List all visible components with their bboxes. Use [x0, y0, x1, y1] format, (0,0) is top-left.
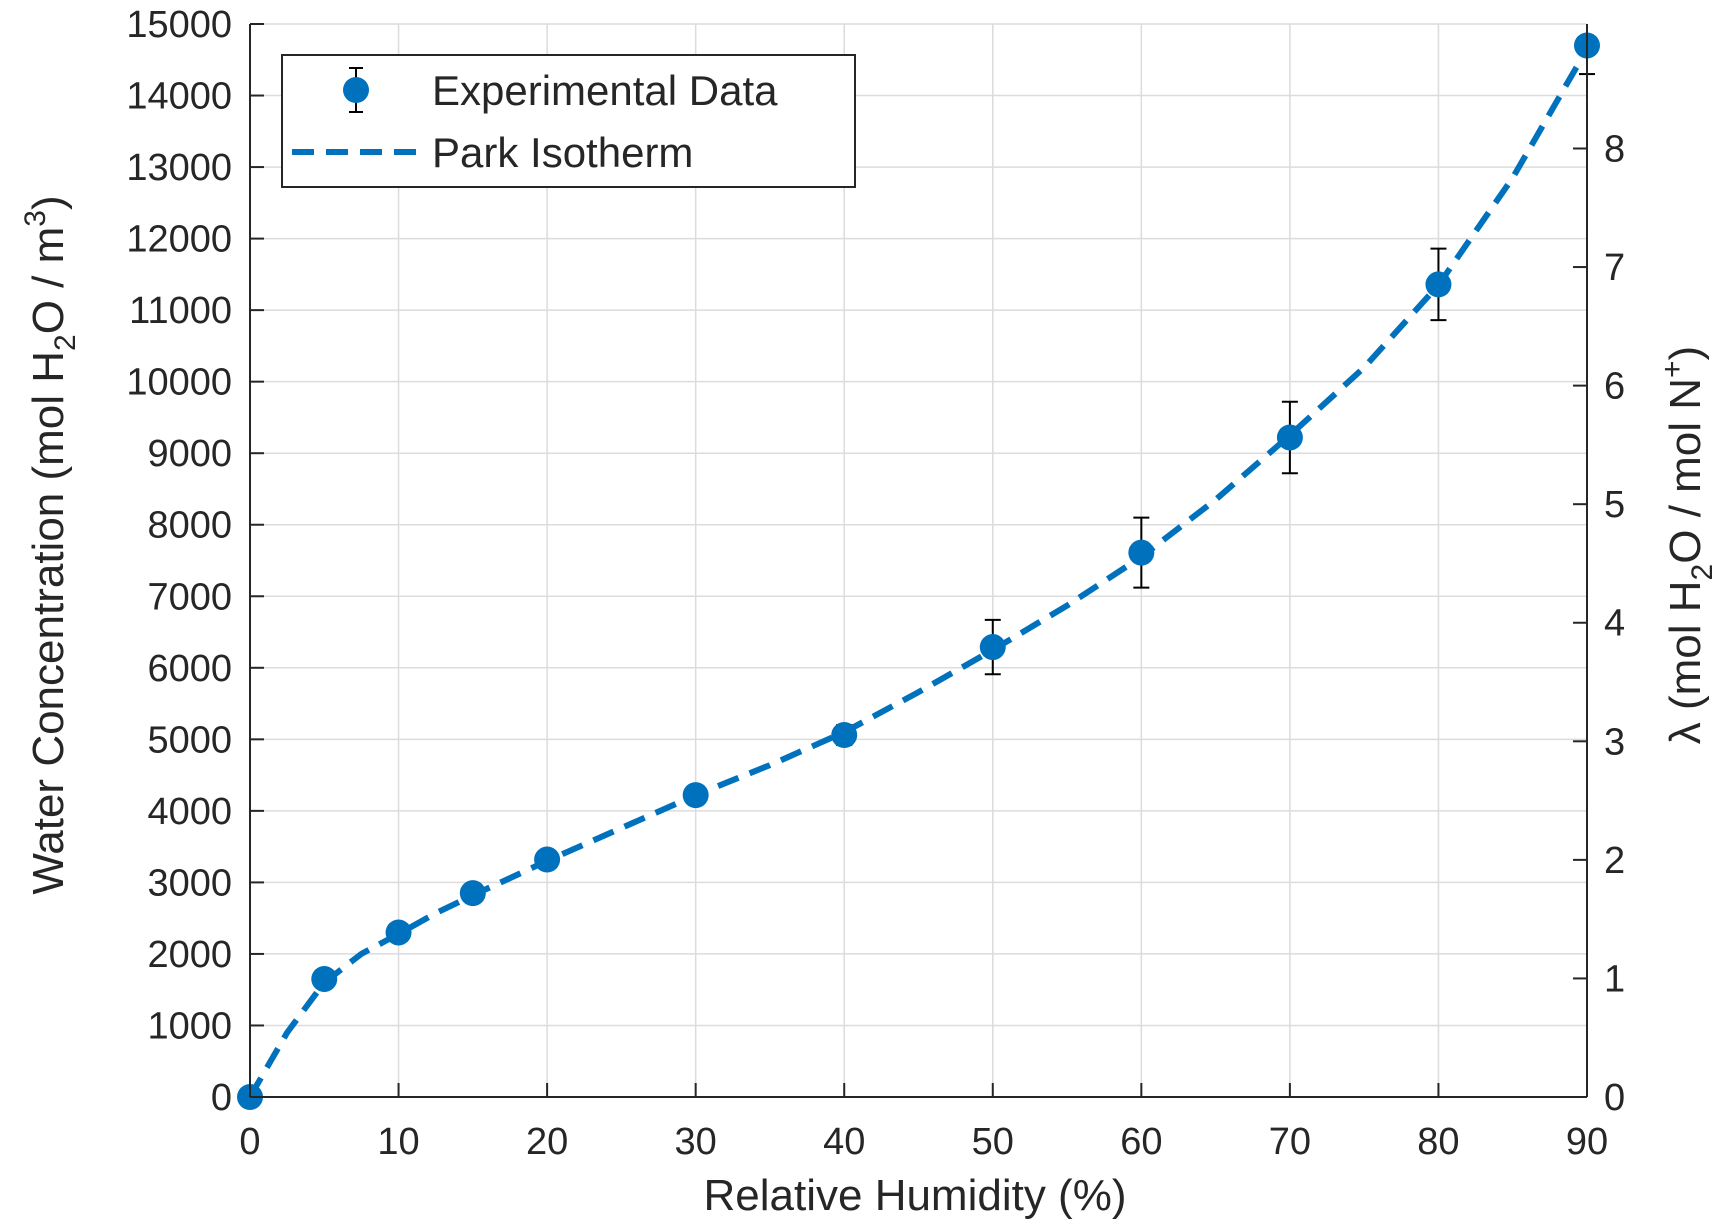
- y2-axis-label: λ (mol H2O / mol N+): [1656, 346, 1719, 744]
- y-axis-label-part: ): [24, 195, 73, 210]
- x-tick-label: 20: [526, 1121, 568, 1163]
- y2-axis-label-subscript: 2: [1686, 564, 1719, 581]
- y2-tick-label: 0: [1604, 1077, 1625, 1119]
- y-tick-label: 6000: [147, 648, 232, 690]
- y-axis-label-superscript: 3: [19, 210, 52, 227]
- x-axis-label: Relative Humidity (%): [704, 1171, 1127, 1220]
- y-tick-label: 14000: [126, 76, 232, 118]
- y-tick-label: 0: [211, 1077, 232, 1119]
- legend-box: [281, 54, 856, 188]
- y-tick-label: 11000: [129, 290, 232, 332]
- data-point: [1425, 271, 1452, 298]
- legend-label-park: Park Isotherm: [432, 129, 693, 176]
- y2-tick-label: 4: [1604, 603, 1625, 645]
- data-point: [459, 880, 486, 907]
- y-tick-label: 4000: [147, 791, 232, 833]
- x-tick-label: 50: [972, 1121, 1014, 1163]
- y-tick-label: 13000: [126, 147, 232, 189]
- data-point: [534, 846, 561, 873]
- y-tick-label: 7000: [147, 576, 232, 618]
- tick-labels: 0 10 20 30 40 50 60 70 80 90010002000300040005000…: [126, 4, 1625, 1163]
- data-point: [1276, 424, 1303, 451]
- y-axis-label-part: Water Concentration (mol H: [24, 351, 73, 895]
- x-tick-label: 10: [377, 1121, 419, 1163]
- y-axis-label-subscript: 2: [49, 334, 82, 351]
- x-tick-label: 40: [823, 1121, 865, 1163]
- y-tick-label: 5000: [147, 719, 232, 761]
- x-tick-label: 0: [239, 1121, 260, 1163]
- y-tick-label: 3000: [147, 862, 232, 904]
- y2-tick-label: 7: [1604, 247, 1625, 289]
- y-tick-label: 15000: [126, 4, 232, 46]
- y-tick-label: 9000: [147, 433, 232, 475]
- y2-tick-label: 6: [1604, 366, 1625, 408]
- data-point: [1128, 539, 1155, 566]
- y-tick-label: 2000: [147, 934, 232, 976]
- data-point: [682, 782, 709, 809]
- x-tick-label: 70: [1269, 1121, 1311, 1163]
- y-axis-label: Water Concentration (mol H2O / m3): [19, 195, 82, 894]
- y-tick-label: 8000: [147, 505, 232, 547]
- y2-axis-label-superscript: +: [1656, 360, 1689, 378]
- data-point: [831, 722, 858, 749]
- x-tick-label: 80: [1417, 1121, 1459, 1163]
- legend-marker-experimental: [343, 67, 369, 113]
- plot-area: [237, 32, 1600, 1110]
- y2-axis-label-part: λ (mol H: [1661, 580, 1710, 744]
- legend: Experimental Data Park Isotherm: [281, 54, 856, 188]
- x-tick-label: 30: [675, 1121, 717, 1163]
- y-tick-label: 10000: [126, 362, 232, 404]
- y2-tick-label: 1: [1604, 958, 1625, 1000]
- y2-axis-label-part: ): [1661, 346, 1710, 361]
- grid: [249, 23, 1588, 1098]
- axes: [249, 23, 1588, 1098]
- data-point: [385, 919, 412, 946]
- x-tick-label: 90: [1566, 1121, 1608, 1163]
- y-axis-label-part: O / m: [24, 227, 73, 335]
- y2-axis-label-part: O / mol N: [1661, 378, 1710, 564]
- y-tick-label: 12000: [126, 219, 232, 261]
- legend-label-experimental: Experimental Data: [432, 67, 778, 114]
- data-point: [311, 965, 338, 992]
- y-tick-label: 1000: [147, 1005, 232, 1047]
- park-isotherm-line: [247, 47, 1590, 1099]
- y2-tick-label: 8: [1604, 128, 1625, 170]
- x-tick-label: 60: [1120, 1121, 1162, 1163]
- y2-tick-label: 5: [1604, 484, 1625, 526]
- y2-tick-label: 2: [1604, 840, 1625, 882]
- data-point: [979, 634, 1006, 661]
- y2-tick-label: 3: [1604, 721, 1625, 763]
